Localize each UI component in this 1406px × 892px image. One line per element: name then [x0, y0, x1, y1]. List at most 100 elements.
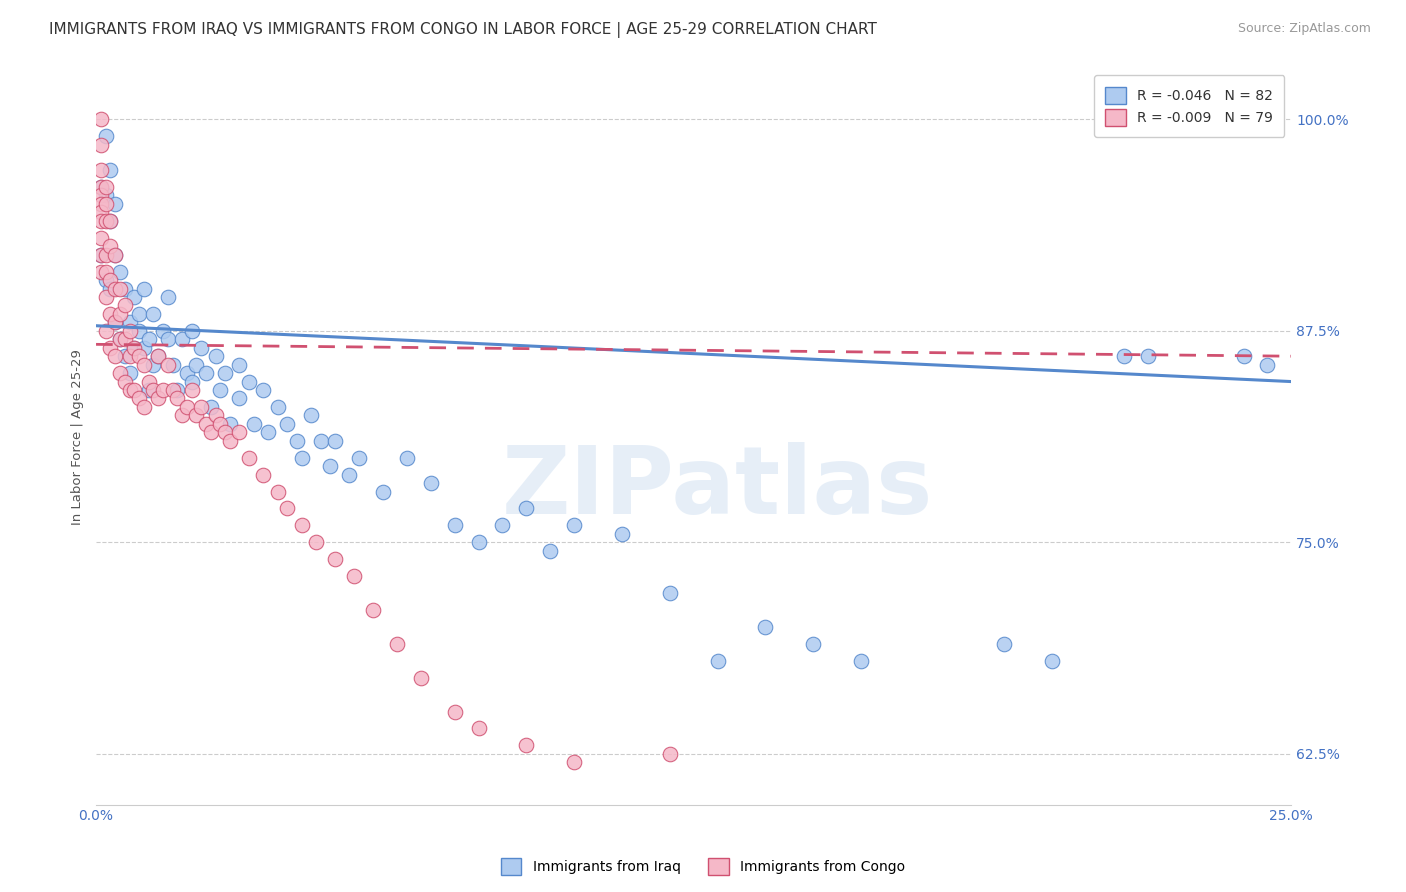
Point — [90, 247, 112, 261]
Point — [305, 535, 328, 549]
Point — [94, 197, 117, 211]
Point — [148, 349, 170, 363]
Point — [128, 392, 150, 406]
Point — [252, 383, 274, 397]
Text: ZIPatlas: ZIPatlas — [502, 442, 934, 534]
Point — [443, 705, 465, 719]
Point — [118, 349, 141, 363]
Point — [100, 273, 122, 287]
Point — [186, 358, 208, 372]
Point — [156, 358, 179, 372]
Point — [138, 332, 160, 346]
Point — [128, 349, 150, 363]
Point — [214, 366, 236, 380]
Point — [1256, 358, 1278, 372]
Point — [658, 747, 681, 761]
Point — [100, 214, 122, 228]
Point — [166, 392, 188, 406]
Point — [195, 417, 218, 431]
Point — [228, 358, 250, 372]
Point — [276, 501, 298, 516]
Point — [156, 290, 179, 304]
Point — [118, 366, 141, 380]
Point — [190, 341, 212, 355]
Point — [411, 671, 433, 685]
Point — [94, 273, 117, 287]
Point — [1112, 349, 1135, 363]
Point — [172, 332, 194, 346]
Point — [104, 349, 127, 363]
Point — [94, 129, 117, 144]
Point — [100, 281, 122, 295]
Point — [90, 188, 112, 202]
Point — [538, 543, 561, 558]
Point — [319, 459, 342, 474]
Point — [94, 247, 117, 261]
Point — [243, 417, 266, 431]
Point — [443, 518, 465, 533]
Point — [238, 375, 260, 389]
Point — [754, 620, 776, 634]
Point — [90, 214, 112, 228]
Point — [323, 552, 346, 566]
Point — [104, 247, 127, 261]
Point — [118, 315, 141, 329]
Point — [252, 467, 274, 482]
Point — [180, 375, 202, 389]
Point — [291, 518, 314, 533]
Point — [90, 231, 112, 245]
Point — [148, 392, 170, 406]
Point — [90, 112, 112, 127]
Point — [610, 527, 633, 541]
Point — [562, 518, 585, 533]
Point — [94, 290, 117, 304]
Point — [309, 434, 332, 448]
Point — [90, 247, 112, 261]
Point — [90, 180, 112, 194]
Point — [172, 409, 194, 423]
Point — [104, 197, 127, 211]
Point — [1232, 349, 1254, 363]
Point — [156, 332, 179, 346]
Point — [90, 137, 112, 152]
Point — [108, 366, 131, 380]
Point — [104, 315, 127, 329]
Point — [124, 290, 146, 304]
Text: Source: ZipAtlas.com: Source: ZipAtlas.com — [1237, 22, 1371, 36]
Point — [108, 307, 131, 321]
Point — [108, 264, 131, 278]
Point — [267, 400, 290, 414]
Point — [200, 400, 222, 414]
Point — [94, 324, 117, 338]
Legend: R = -0.046   N = 82, R = -0.009   N = 79: R = -0.046 N = 82, R = -0.009 N = 79 — [1094, 76, 1285, 137]
Point — [100, 163, 122, 178]
Point — [387, 637, 409, 651]
Point — [152, 324, 174, 338]
Point — [276, 417, 298, 431]
Point — [124, 383, 146, 397]
Point — [371, 484, 394, 499]
Point — [94, 214, 117, 228]
Point — [108, 332, 131, 346]
Point — [108, 281, 131, 295]
Point — [132, 358, 155, 372]
Point — [176, 400, 198, 414]
Point — [94, 188, 117, 202]
Point — [190, 400, 212, 414]
Point — [257, 425, 280, 440]
Point — [152, 383, 174, 397]
Point — [148, 349, 170, 363]
Text: IMMIGRANTS FROM IRAQ VS IMMIGRANTS FROM CONGO IN LABOR FORCE | AGE 25-29 CORRELA: IMMIGRANTS FROM IRAQ VS IMMIGRANTS FROM … — [49, 22, 877, 38]
Point — [176, 366, 198, 380]
Point — [219, 434, 242, 448]
Point — [114, 375, 136, 389]
Point — [142, 358, 165, 372]
Point — [162, 383, 184, 397]
Point — [138, 375, 160, 389]
Point — [100, 214, 122, 228]
Point — [204, 409, 226, 423]
Point — [128, 324, 150, 338]
Point — [162, 358, 184, 372]
Point — [104, 281, 127, 295]
Point — [142, 383, 165, 397]
